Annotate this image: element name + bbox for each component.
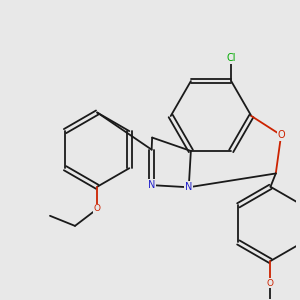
- Text: N: N: [148, 180, 155, 190]
- Text: O: O: [267, 279, 274, 288]
- Text: Cl: Cl: [226, 53, 236, 63]
- Text: N: N: [185, 182, 192, 192]
- Text: O: O: [94, 204, 101, 213]
- Text: O: O: [277, 130, 285, 140]
